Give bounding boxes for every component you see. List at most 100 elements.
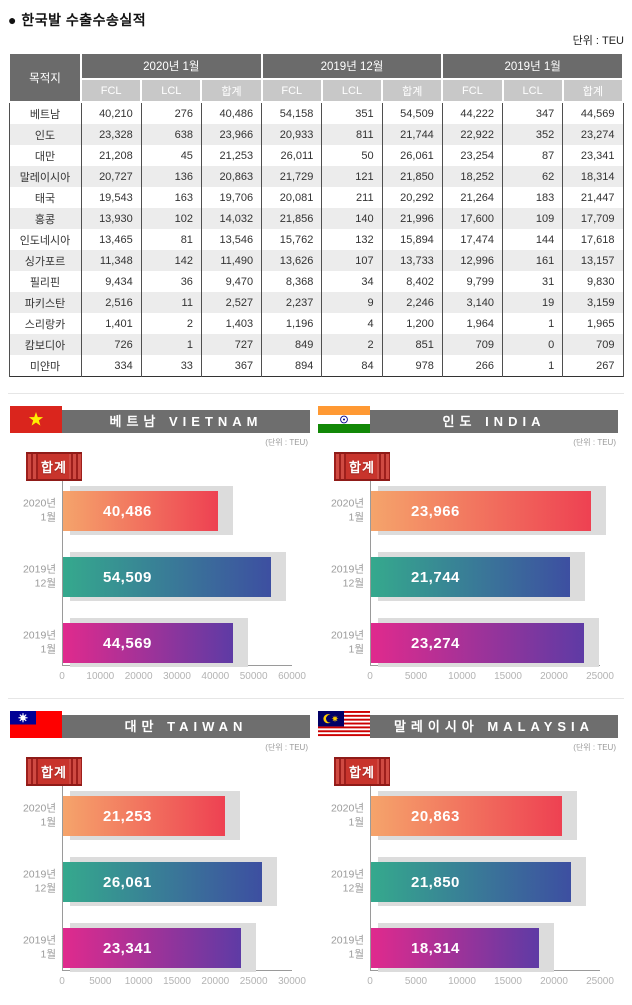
value-cell: 109 <box>502 208 564 229</box>
destination-cell: 미얀마 <box>8 355 82 377</box>
value-cell: 17,474 <box>441 229 504 250</box>
value-cell: 15,762 <box>261 229 323 250</box>
table-row: 미얀마 334 33 367 894 84 978 266 1 267 <box>8 355 624 377</box>
total-badge-label: 합계 <box>41 765 67 780</box>
bar: 21,850 <box>371 862 572 902</box>
value-cell: 40,486 <box>200 102 263 124</box>
month-group-header: 2020년 1월 <box>80 52 263 80</box>
value-cell: 9,799 <box>441 271 504 292</box>
x-tick-label: 20000 <box>540 976 568 987</box>
bar: 40,486 <box>63 491 218 531</box>
destination-cell: 싱가포르 <box>8 250 82 271</box>
bar-value-label: 21,744 <box>411 568 460 586</box>
malaysia-flag-icon <box>318 711 370 738</box>
chart-india: 인도 INDIA (단위 : TEU) 합계 2020년 1월 23,966 2019… <box>316 394 624 690</box>
destination-cell: 캄보디아 <box>8 334 82 355</box>
bar: 23,341 <box>63 928 242 968</box>
value-cell: 351 <box>321 102 383 124</box>
value-cell: 18,252 <box>441 166 504 187</box>
india-flag-icon <box>318 406 370 433</box>
x-tick-label: 20000 <box>540 671 568 682</box>
value-cell: 352 <box>502 124 564 145</box>
value-cell: 13,733 <box>381 250 443 271</box>
export-table: 목적지 2020년 1월 2019년 12월 2019년 1월 FCL LCL 합계 FCL L… <box>8 52 625 377</box>
bar-plot: 2020년 1월 20,863 2019년 12월 21,850 2019년 1월 18,314 <box>331 786 600 972</box>
total-badge: 합계 <box>334 452 390 481</box>
value-cell: 102 <box>140 208 202 229</box>
destination-cell: 인도네시아 <box>8 229 82 250</box>
value-cell: 1,964 <box>441 313 504 334</box>
value-cell: 50 <box>321 145 383 166</box>
value-cell: 11,490 <box>200 250 263 271</box>
bar: 21,253 <box>63 796 226 836</box>
value-cell: 8,368 <box>261 271 323 292</box>
category-label: 2019년 12월 <box>331 868 364 895</box>
category-line: 2020년 <box>330 802 364 815</box>
value-cell: 3,159 <box>562 292 624 313</box>
bar-row: 2019년 12월 54,509 <box>23 552 292 601</box>
bar-value-label: 23,341 <box>103 939 152 957</box>
value-cell: 638 <box>140 124 202 145</box>
value-cell: 19,706 <box>200 187 263 208</box>
destination-cell: 홍콩 <box>8 208 82 229</box>
value-cell: 33 <box>140 355 202 377</box>
value-cell: 62 <box>502 166 564 187</box>
taiwan-flag-icon <box>10 711 62 738</box>
sub-column-header: LCL <box>501 78 564 103</box>
category-line: 1월 <box>40 816 57 828</box>
value-cell: 20,863 <box>200 166 263 187</box>
x-tick-label: 60000 <box>278 671 306 682</box>
chart-header: 대만 TAIWAN <box>10 711 310 738</box>
destination-cell: 태국 <box>8 187 82 208</box>
x-tick-label: 5000 <box>89 976 112 987</box>
category-label: 2019년 12월 <box>331 563 364 590</box>
destination-cell: 파키스탄 <box>8 292 82 313</box>
total-badge-label: 합계 <box>349 460 375 475</box>
x-axis-ticks: 0 5000 10000 15000 20000 25000 <box>367 976 614 989</box>
value-cell: 12,996 <box>441 250 504 271</box>
value-cell: 334 <box>80 355 142 377</box>
table-row: 싱가포르 11,348 142 11,490 13,626 107 13,733 12,996… <box>8 250 624 271</box>
sub-column-header: 합계 <box>381 78 444 103</box>
value-cell: 81 <box>140 229 202 250</box>
table-subheader-row: FCL LCL 합계 FCL LCL 합계 FCL LCL 합계 <box>9 78 625 103</box>
table-row: 홍콩 13,930 102 14,032 21,856 140 21,996 17,600 10… <box>8 208 624 229</box>
chart-unit-label: (단위 : TEU) <box>573 743 616 752</box>
x-tick-label: 10000 <box>124 976 153 987</box>
value-cell: 9,434 <box>80 271 142 292</box>
table-row: 인도 23,328 638 23,966 20,933 811 21,744 22,922 35… <box>8 124 624 145</box>
value-cell: 3,140 <box>441 292 504 313</box>
value-cell: 142 <box>140 250 202 271</box>
bar-value-label: 54,509 <box>103 568 152 586</box>
x-tick-label: 50000 <box>239 671 268 682</box>
value-cell: 21,253 <box>200 145 263 166</box>
value-cell: 727 <box>200 334 263 355</box>
value-cell: 17,600 <box>441 208 504 229</box>
value-cell: 161 <box>502 250 564 271</box>
bar-row: 2020년 1월 23,966 <box>331 486 606 535</box>
category-line: 2019년 <box>22 934 56 947</box>
value-cell: 2,516 <box>80 292 142 313</box>
sub-column-header: FCL <box>441 78 504 103</box>
table-row: 인도네시아 13,465 81 13,546 15,762 132 15,894 17,474… <box>8 229 624 250</box>
x-axis-ticks: 0 5000 10000 15000 20000 25000 <box>367 671 614 684</box>
value-cell: 21,208 <box>80 145 142 166</box>
category-line: 2020년 <box>22 497 56 510</box>
destination-column-header: 목적지 <box>8 52 82 103</box>
chart-unit-label: (단위 : TEU) <box>265 438 308 447</box>
category-label: 2019년 1월 <box>23 629 56 656</box>
value-cell: 21,850 <box>381 166 443 187</box>
bar: 23,274 <box>371 623 585 663</box>
bar-plot: 2020년 1월 23,966 2019년 12월 21,744 2019년 1월 23,274 <box>331 481 606 667</box>
x-tick-label: 15000 <box>494 976 522 987</box>
value-cell: 40,210 <box>80 102 142 124</box>
chart-header: 말레이시아 MALAYSIA <box>318 711 618 738</box>
table-row: 태국 19,543 163 19,706 20,081 211 20,292 21,264 18… <box>8 187 624 208</box>
value-cell: 20,081 <box>261 187 323 208</box>
category-line: 1월 <box>40 948 57 960</box>
value-cell: 11,348 <box>80 250 142 271</box>
bar-value-label: 21,253 <box>103 807 152 825</box>
value-cell: 267 <box>562 355 624 377</box>
value-cell: 13,626 <box>261 250 323 271</box>
